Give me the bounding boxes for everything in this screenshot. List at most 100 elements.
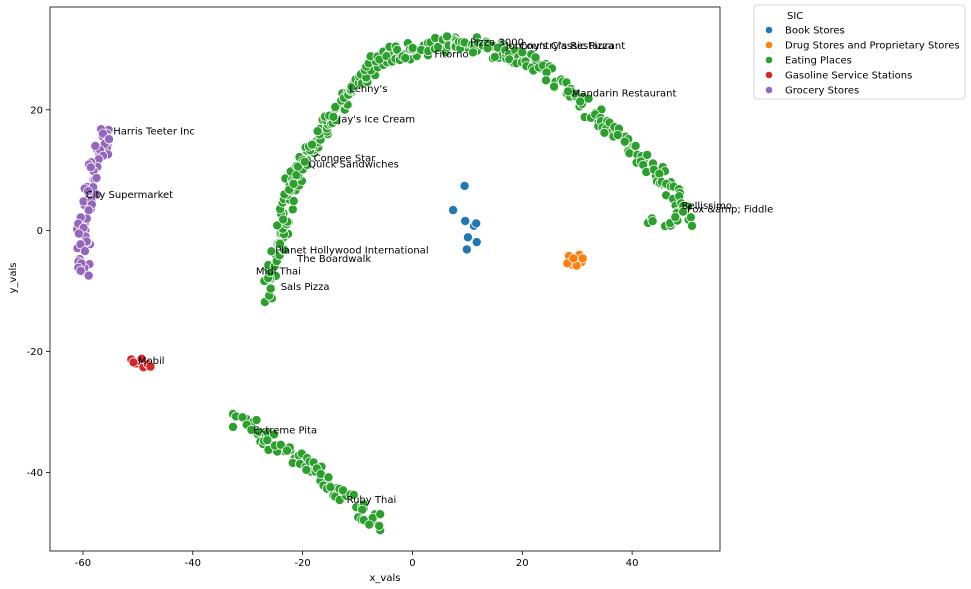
legend-box bbox=[753, 4, 966, 100]
point-annotation: Pizza 3000 bbox=[470, 38, 524, 49]
y-tick-label: -20 bbox=[27, 347, 43, 358]
point-eating-places bbox=[489, 51, 500, 62]
point-eating-places bbox=[275, 439, 286, 450]
point-grocery-stores bbox=[104, 134, 115, 145]
point-annotation: Congee Star bbox=[314, 154, 377, 165]
point-eating-places bbox=[269, 429, 280, 440]
point-eating-places bbox=[272, 220, 283, 231]
point-eating-places bbox=[288, 178, 299, 189]
point-annotation: Bellissimo bbox=[682, 201, 732, 212]
point-grocery-stores bbox=[73, 228, 84, 239]
legend-marker bbox=[765, 26, 773, 34]
point-eating-places bbox=[312, 126, 323, 137]
point-eating-places bbox=[278, 214, 289, 225]
point-book-stores bbox=[471, 237, 482, 248]
point-annotation: Country's Restaurant bbox=[520, 41, 626, 52]
point-eating-places bbox=[299, 156, 310, 167]
legend-title: SIC bbox=[787, 11, 803, 22]
point-grocery-stores bbox=[75, 265, 86, 276]
point-eating-places bbox=[288, 195, 299, 206]
y-axis: -40 -20 0 20 bbox=[27, 105, 50, 479]
point-eating-places bbox=[375, 509, 386, 520]
point-eating-places bbox=[227, 421, 238, 432]
point-annotation: Extreme Pita bbox=[253, 426, 317, 437]
point-eating-places bbox=[467, 47, 478, 58]
point-eating-places bbox=[262, 435, 273, 446]
point-book-stores bbox=[471, 218, 482, 229]
x-tick-label: 40 bbox=[626, 558, 639, 569]
y-axis-label: y_vals bbox=[8, 263, 19, 294]
point-eating-places bbox=[374, 520, 385, 531]
point-annotation: Harris Teeter Inc bbox=[113, 126, 195, 137]
point-book-stores bbox=[460, 215, 471, 226]
legend-label: Book Stores bbox=[785, 26, 845, 37]
point-grocery-stores bbox=[83, 270, 94, 281]
point-grocery-stores bbox=[75, 239, 86, 250]
point-eating-places bbox=[265, 283, 276, 294]
point-grocery-stores bbox=[97, 128, 108, 139]
point-eating-places bbox=[364, 519, 375, 530]
point-eating-places bbox=[323, 472, 334, 483]
legend-marker bbox=[765, 56, 773, 64]
point-gasoline-service-stations bbox=[136, 353, 147, 364]
x-tick-label: 20 bbox=[516, 558, 529, 569]
legend-label: Gasoline Service Stations bbox=[785, 71, 912, 82]
point-grocery-stores bbox=[90, 140, 101, 151]
plot-area bbox=[49, 6, 721, 552]
point-eating-places bbox=[563, 86, 574, 97]
x-tick-label: -60 bbox=[75, 558, 91, 569]
legend: SIC Book Stores Drug Stores and Proprietar… bbox=[753, 4, 966, 100]
point-annotation: Mandarin Restaurant bbox=[572, 88, 677, 99]
point-grocery-stores bbox=[91, 172, 102, 183]
point-annotation: Quick Sandwiches bbox=[308, 160, 399, 171]
legend-marker bbox=[765, 71, 773, 79]
y-tick-label: 20 bbox=[30, 105, 43, 116]
point-drug-stores-and-proprietary-stores bbox=[577, 253, 588, 264]
point-book-stores bbox=[448, 205, 459, 216]
point-eating-places bbox=[575, 96, 586, 107]
point-annotation: Sals Pizza bbox=[281, 282, 330, 293]
point-eating-places bbox=[612, 129, 623, 140]
point-annotation: The Boardwalk bbox=[296, 254, 371, 265]
point-grocery-stores bbox=[85, 162, 96, 173]
point-eating-places bbox=[530, 52, 541, 63]
point-eating-places bbox=[441, 31, 452, 42]
point-eating-places bbox=[357, 504, 368, 515]
point-grocery-stores bbox=[80, 246, 91, 257]
point-eating-places bbox=[642, 149, 653, 160]
point-eating-places bbox=[599, 127, 610, 138]
x-tick-label: 0 bbox=[409, 558, 415, 569]
point-eating-places bbox=[549, 81, 560, 92]
point-drug-stores-and-proprietary-stores bbox=[568, 253, 579, 264]
y-tick-label: 0 bbox=[37, 226, 43, 237]
point-eating-places bbox=[330, 102, 341, 113]
point-eating-places bbox=[619, 136, 630, 147]
point-eating-places bbox=[647, 216, 658, 227]
point-book-stores bbox=[461, 244, 472, 255]
point-eating-places bbox=[482, 43, 493, 54]
point-annotation: Planet Hollywood International bbox=[275, 246, 428, 257]
point-book-stores bbox=[462, 232, 473, 243]
point-eating-places bbox=[237, 412, 248, 423]
annotations: Harris Teeter Inc City Supermarket Mobil Ex… bbox=[86, 38, 774, 507]
legend-label: Grocery Stores bbox=[785, 86, 859, 97]
point-annotation: Jay's Ice Cream bbox=[337, 114, 415, 125]
x-tick-label: -40 bbox=[185, 558, 201, 569]
point-gasoline-service-stations bbox=[145, 361, 156, 372]
point-annotation: Fitorno bbox=[434, 50, 468, 61]
point-annotation: Johnny's Classic Pizza bbox=[505, 41, 614, 52]
point-eating-places bbox=[392, 44, 403, 55]
point-eating-places bbox=[301, 464, 312, 475]
point-eating-places bbox=[328, 111, 339, 122]
point-annotation: Mobil bbox=[138, 356, 165, 367]
point-eating-places bbox=[306, 139, 317, 150]
point-eating-places bbox=[687, 220, 698, 231]
point-gasoline-service-stations bbox=[128, 357, 139, 368]
point-annotation: Midi Thai bbox=[256, 267, 301, 278]
point-grocery-stores bbox=[83, 205, 94, 216]
plot-frame bbox=[49, 6, 721, 552]
legend-label: Drug Stores and Proprietary Stores bbox=[785, 41, 960, 52]
x-tick-label: -20 bbox=[294, 558, 310, 569]
point-eating-places bbox=[400, 53, 411, 64]
